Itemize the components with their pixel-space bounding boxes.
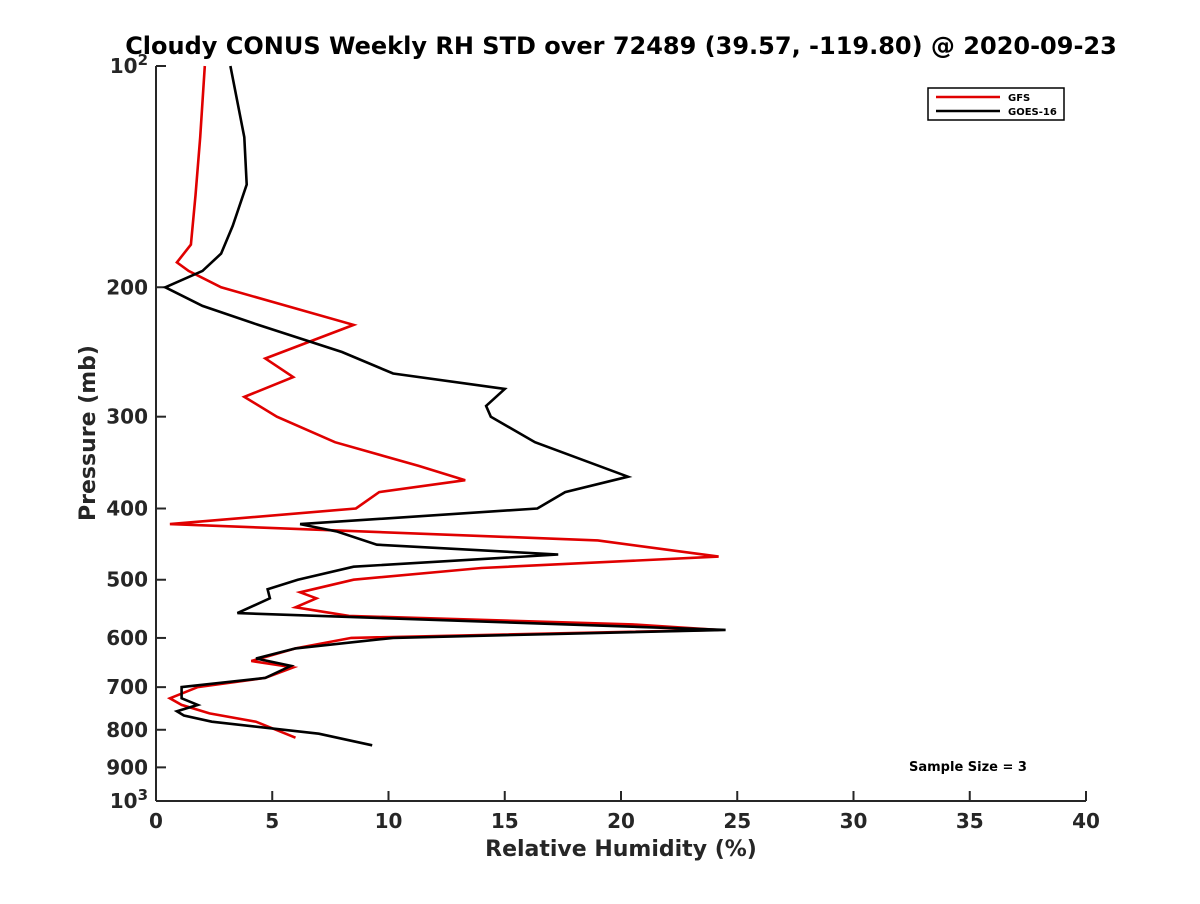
y-tick-label: 102: [110, 51, 148, 78]
y-tick-exponent: 3: [138, 786, 148, 804]
y-tick-label: 300: [106, 405, 148, 429]
y-tick-base: 800: [106, 718, 148, 742]
series-line-goes-16: [162, 65, 726, 747]
x-tick-label: 10: [375, 809, 403, 833]
y-tick-label: 600: [106, 626, 148, 650]
legend: GFS GOES-16: [927, 87, 1065, 121]
y-tick-label: 103: [110, 786, 148, 813]
y-tick-base: 700: [106, 675, 148, 699]
x-tick-label: 15: [491, 809, 519, 833]
x-tick-label: 25: [723, 809, 751, 833]
axes: 0 5 10 15 20 25 30 35 40102200300400500600700800…: [106, 51, 1100, 833]
y-tick-exponent: 2: [138, 51, 148, 69]
legend-label: GOES-16: [1008, 107, 1057, 118]
x-tick-label: 20: [607, 809, 635, 833]
x-tick-label: 35: [956, 809, 984, 833]
x-tick-label: 30: [840, 809, 868, 833]
y-tick-base: 300: [106, 405, 148, 429]
y-tick-base: 10: [110, 789, 138, 813]
y-tick-base: 600: [106, 626, 148, 650]
y-tick-base: 10: [110, 54, 138, 78]
legend-box: [927, 87, 1065, 121]
y-tick-label: 700: [106, 675, 148, 699]
y-tick-label: 900: [106, 755, 148, 779]
y-axis-title: Pressure (mb): [76, 345, 101, 521]
y-tick-base: 400: [106, 497, 148, 521]
x-axis-title: Relative Humidity (%): [485, 837, 757, 862]
y-tick-label: 500: [106, 568, 148, 592]
chart-title: Cloudy CONUS Weekly RH STD over 72489 (3…: [125, 32, 1117, 60]
y-tick-base: 200: [106, 275, 148, 299]
y-tick-base: 500: [106, 568, 148, 592]
y-tick-label: 200: [106, 275, 148, 299]
x-tick-label: 0: [149, 809, 163, 833]
sample-size-annotation: Sample Size = 3: [909, 760, 1027, 775]
y-tick-label: 800: [106, 718, 148, 742]
x-tick-label: 40: [1072, 809, 1100, 833]
series-layer: [162, 65, 726, 747]
x-tick-label: 5: [265, 809, 279, 833]
y-tick-base: 900: [106, 755, 148, 779]
legend-label: GFS: [1008, 93, 1030, 104]
y-tick-label: 400: [106, 497, 148, 521]
